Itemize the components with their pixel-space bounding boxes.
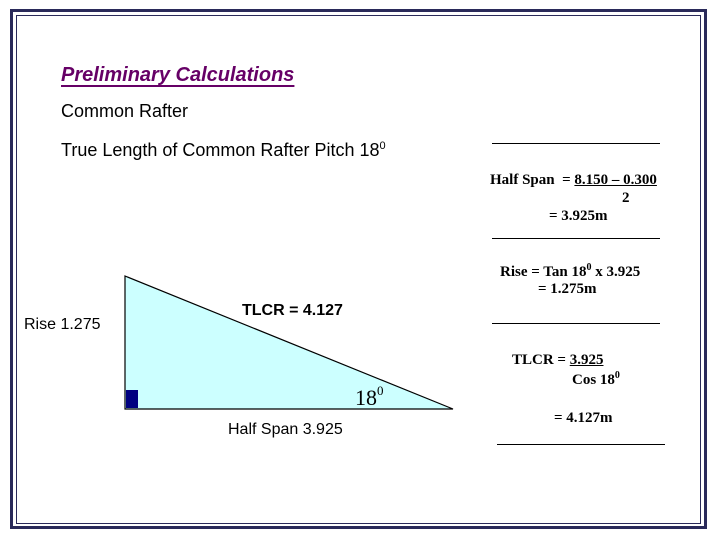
rise-calc-suffix: x 3.925: [592, 264, 641, 280]
tlcr-calc-line2: Cos 180: [572, 370, 620, 389]
tlcr-calc-cos: Cos 18: [572, 372, 615, 388]
tlcr-calc-prefix: TLCR =: [512, 352, 570, 368]
tlcr-calc-result: = 4.127m: [554, 410, 613, 427]
tlcr-calc-degree: 0: [615, 370, 620, 381]
half-span-calc-numerator: 8.150 – 0.300: [574, 172, 657, 188]
separator-line: [492, 143, 660, 144]
pitch-angle-degree: 0: [377, 383, 384, 398]
separator-line: [492, 238, 660, 239]
tlcr-calc-numerator: 3.925: [570, 352, 604, 368]
pitch-angle-value: 18: [355, 385, 377, 410]
half-span-calc-line1: Half Span = 8.150 – 0.300: [490, 172, 657, 189]
separator-line: [492, 323, 660, 324]
rafter-triangle: [125, 276, 453, 409]
right-angle-marker: [126, 390, 138, 408]
half-span-label: Half Span 3.925: [228, 421, 343, 439]
rise-label: Rise 1.275: [24, 316, 101, 334]
half-span-calc-prefix: Half Span =: [490, 172, 574, 188]
rise-calc-line1: Rise = Tan 180 x 3.925: [500, 262, 640, 281]
rise-calc-result: = 1.275m: [538, 281, 597, 298]
half-span-calc-result: = 3.925m: [549, 208, 608, 225]
rise-calc-prefix: Rise = Tan 18: [500, 264, 587, 280]
tlcr-label: TLCR = 4.127: [242, 302, 343, 320]
tlcr-calc-line1: TLCR = 3.925: [512, 352, 603, 369]
half-span-calc-denominator: 2: [622, 190, 630, 207]
pitch-angle-label: 180: [355, 383, 384, 411]
separator-line: [497, 444, 665, 445]
